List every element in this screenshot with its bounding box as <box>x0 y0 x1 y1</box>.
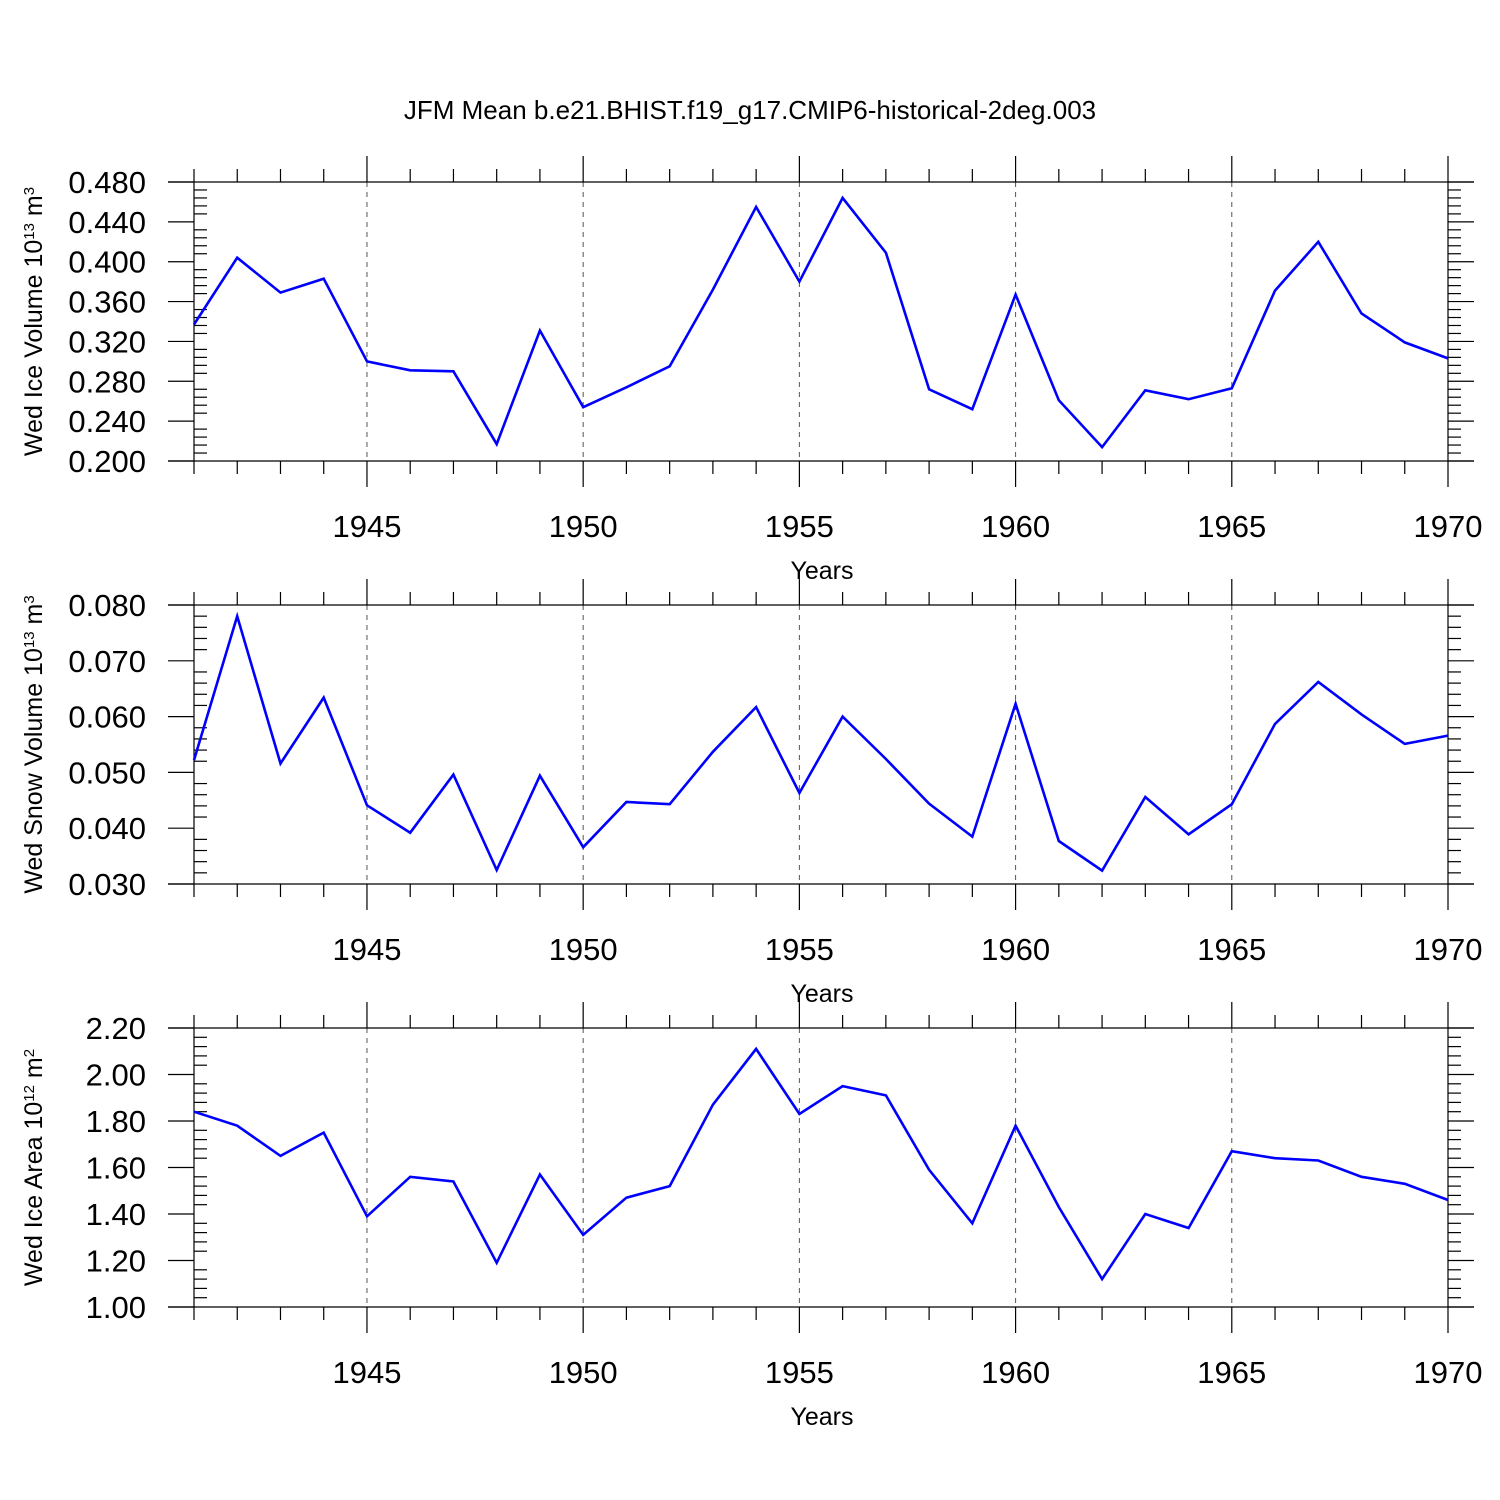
x-tick-label: 1970 <box>1414 1355 1483 1390</box>
data-series-line <box>193 1046 1449 1282</box>
y-tick-label: 0.030 <box>68 867 146 902</box>
x-axis-label: Years <box>790 980 853 1008</box>
y-tick-label: 0.080 <box>68 588 146 623</box>
data-series-line <box>192 195 1449 450</box>
y-tick-label: 2.20 <box>86 1011 146 1046</box>
x-tick-label: 1970 <box>1414 932 1483 967</box>
x-tick-label: 1950 <box>549 932 618 967</box>
x-tick-label: 1945 <box>332 932 401 967</box>
x-tick-label: 1955 <box>765 1355 834 1390</box>
x-axis-label: Years <box>790 557 853 585</box>
x-tick-label: 1955 <box>765 932 834 967</box>
y-axis-label-text: Wed Ice Volume 10 <box>20 240 48 456</box>
x-tick-label: 1960 <box>981 1355 1050 1390</box>
x-tick-label: 1955 <box>765 509 834 544</box>
y-tick-label: 0.060 <box>68 700 146 735</box>
y-axis-label-exponent: 12 <box>21 1085 38 1102</box>
x-tick-label: 1950 <box>549 1355 618 1390</box>
data-series-line <box>192 611 1449 874</box>
y-tick-label: 0.440 <box>68 205 146 240</box>
y-tick-label: 0.280 <box>68 364 146 399</box>
chart-panel-1: 1945 1950 1955 1960 1965 1970 0.200 0.240 0.280 0… <box>20 156 1482 585</box>
y-axis-label-exponent: 13 <box>21 223 38 240</box>
x-tick-label: 1950 <box>549 509 618 544</box>
y-axis-label-text: m <box>20 604 48 632</box>
y-tick-label: 1.20 <box>86 1244 146 1279</box>
y-tick-label: 1.00 <box>86 1290 146 1325</box>
y-axis-label-text: Wed Ice Area 10 <box>20 1102 48 1286</box>
y-tick-label: 0.480 <box>68 165 146 200</box>
chart-title: JFM Mean b.e21.BHIST.f19_g17.CMIP6-histo… <box>404 95 1096 125</box>
chart-panel-2: 1945 1950 1955 1960 1965 1970 0.030 0.040 0.050 0… <box>20 579 1482 1008</box>
y-tick-label: 1.40 <box>86 1197 146 1232</box>
y-tick-label: 0.200 <box>68 444 146 479</box>
y-axis-label-exponent: 3 <box>21 595 38 603</box>
y-tick-label: 2.00 <box>86 1058 146 1093</box>
y-tick-label: 1.60 <box>86 1151 146 1186</box>
y-tick-label: 0.360 <box>68 285 146 320</box>
y-tick-label: 0.240 <box>68 404 146 439</box>
x-tick-label: 1965 <box>1197 932 1266 967</box>
x-axis-label: Years <box>790 1403 853 1431</box>
y-axis-label-text: Wed Snow Volume 10 <box>20 648 48 894</box>
y-tick-label: 0.040 <box>68 811 146 846</box>
y-axis-label: Wed Ice Area 1012 m2 <box>20 1049 48 1286</box>
y-tick-label: 0.050 <box>68 755 146 790</box>
y-axis-label-exponent: 2 <box>21 1049 38 1057</box>
x-tick-label: 1945 <box>332 509 401 544</box>
y-axis-label-text: m <box>20 195 48 223</box>
x-tick-label: 1960 <box>981 932 1050 967</box>
x-tick-label: 1945 <box>332 1355 401 1390</box>
y-axis-label-text: m <box>20 1057 48 1085</box>
y-tick-label: 0.070 <box>68 644 146 679</box>
x-tick-label: 1960 <box>981 509 1050 544</box>
x-tick-label: 1965 <box>1197 1355 1266 1390</box>
x-tick-label: 1970 <box>1414 509 1483 544</box>
y-tick-label: 0.320 <box>68 324 146 359</box>
y-tick-label: 1.80 <box>86 1104 146 1139</box>
chart-panel-3: 1945 1950 1955 1960 1965 1970 1.00 1.20 1.40 1.60… <box>20 1002 1482 1431</box>
y-axis-label-exponent: 3 <box>21 187 38 195</box>
x-tick-label: 1965 <box>1197 509 1266 544</box>
y-axis-label-exponent: 13 <box>21 631 38 648</box>
y-tick-label: 0.400 <box>68 245 146 280</box>
y-axis-label: Wed Ice Volume 1013 m3 <box>20 187 48 456</box>
y-axis-label: Wed Snow Volume 1013 m3 <box>20 595 48 893</box>
